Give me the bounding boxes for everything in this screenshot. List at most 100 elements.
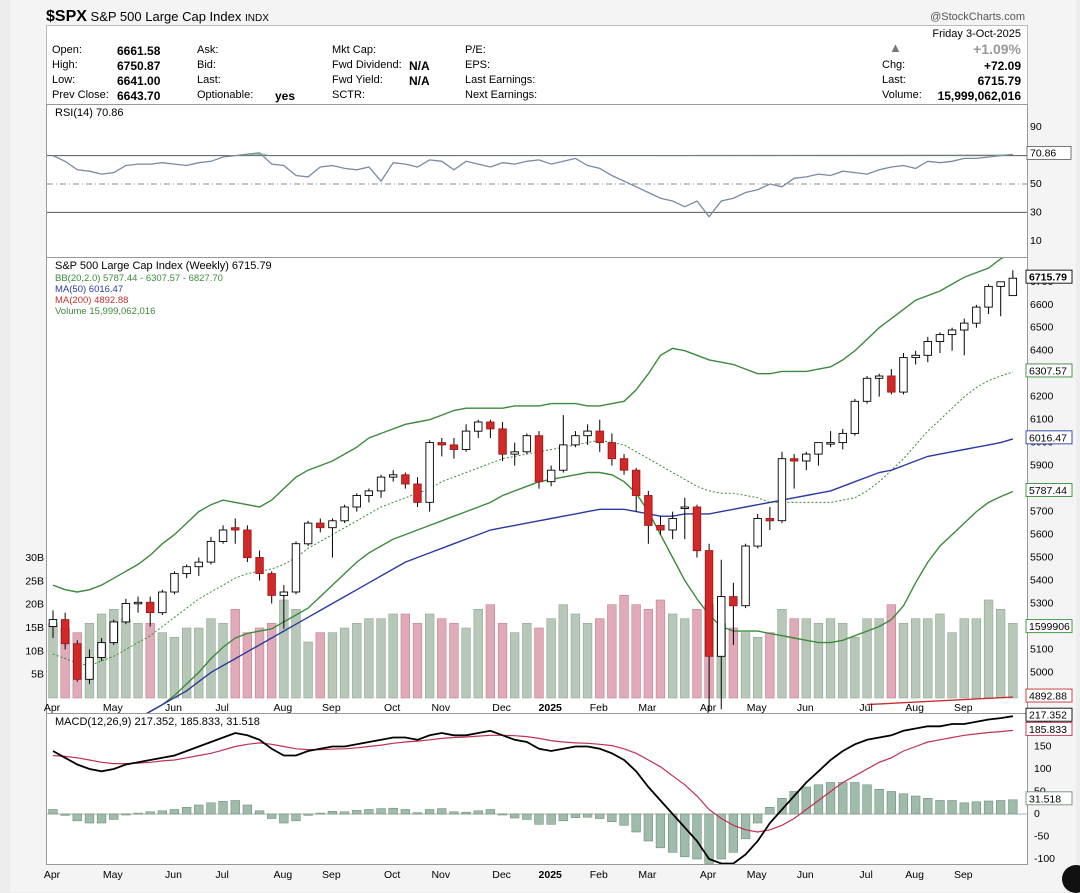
macd-histogram-bar (862, 784, 872, 815)
volume-bar (169, 636, 180, 699)
quote-sctr-label: SCTR: (332, 89, 365, 101)
volume-bar (923, 618, 933, 699)
macd-histogram-bar (582, 813, 593, 818)
macd-histogram-bar (983, 800, 994, 815)
volume-bar (376, 618, 386, 699)
macd-histogram-bar (1008, 799, 1018, 815)
quote-change-pct: +1.09% (973, 41, 1021, 57)
macd-histogram-bar (133, 812, 143, 815)
candle-body (364, 490, 374, 496)
index-name: S&P 500 Large Cap Index (90, 9, 242, 24)
quote-low-value: 6641.00 (117, 74, 160, 88)
candle-body (960, 322, 969, 331)
quote-optionable: yes (275, 89, 296, 103)
candle-body (607, 442, 617, 460)
macd-line (52, 715, 1014, 865)
quote-chg-label: Chg: (882, 59, 906, 71)
rsi-panel: RSI(14) 70.86 (46, 104, 1028, 258)
candle-body (194, 561, 203, 568)
quote-volume-label: Volume: (882, 89, 922, 101)
bb-upper-line (52, 251, 1014, 593)
quote-lastearn-label: Last Earnings: (465, 74, 536, 86)
macd-histogram-bar (923, 798, 933, 815)
volume-bar (388, 613, 398, 699)
macd-histogram-bar (279, 813, 289, 824)
quote-pe-label: P/E: (465, 44, 486, 56)
candle-body (814, 442, 823, 455)
macd-histogram-bar (607, 813, 617, 822)
candle-body (328, 520, 337, 529)
candle-body (340, 506, 349, 522)
volume-bar (267, 622, 277, 699)
quote-prevclose-label: Prev Close: (52, 89, 109, 101)
volume-bar (145, 622, 155, 699)
candle-body (559, 444, 568, 471)
volume-bar (643, 608, 653, 699)
rsi-label: RSI(14) 70.86 (55, 107, 123, 119)
macd-histogram-bar (194, 804, 204, 815)
quote-fwddiv: N/A (409, 59, 430, 73)
candle-body (680, 506, 689, 509)
macd-histogram-bar (497, 813, 508, 816)
candle-body (182, 566, 191, 575)
candle-body (218, 529, 228, 542)
macd-panel: MACD(12,26,9) 217.352, 185.833, 31.518 (46, 713, 1028, 865)
volume-bar (862, 618, 872, 699)
quote-open: 6661.58 (117, 44, 161, 58)
candle-body (486, 421, 495, 430)
macd-histogram-bar (412, 812, 423, 815)
candle-body (231, 527, 240, 531)
macd-histogram-bar (388, 807, 398, 815)
candle-body (279, 591, 289, 596)
volume-bar (886, 604, 896, 699)
candle-body (595, 430, 604, 444)
quote-fwdyield-label: Fwd Yield: (332, 74, 383, 86)
volume-bar (291, 608, 301, 699)
macd-histogram-bar (72, 813, 82, 822)
candle-body (243, 529, 252, 559)
volume-bar (352, 622, 362, 699)
candle-body (388, 474, 398, 478)
volume-bar (752, 636, 763, 699)
candle-body (474, 421, 483, 432)
macd-histogram-bar (631, 813, 641, 833)
candle-body (668, 518, 677, 531)
volume-bar (680, 618, 690, 699)
rsi-overbought-fill (235, 152, 1013, 156)
macd-histogram-bar (558, 813, 568, 822)
volume-bar (935, 613, 945, 699)
candle-body (923, 341, 932, 356)
macd-histogram-bar (509, 813, 520, 819)
quote-volume: 15,999,062,016 (937, 89, 1021, 103)
candle-body (461, 430, 471, 450)
volume-bar (437, 618, 447, 699)
macd-histogram-bar (218, 801, 228, 815)
candle-body (1008, 277, 1018, 297)
macd-histogram-bar (60, 813, 70, 816)
volume-bar (485, 604, 495, 699)
candle-body (498, 428, 507, 455)
macd-histogram-bar (898, 793, 909, 815)
macd-histogram-bar (437, 808, 447, 815)
volume-bar (412, 622, 423, 699)
macd-histogram-bar (206, 802, 216, 815)
candle-body (291, 543, 301, 593)
macd-histogram-bar (400, 809, 410, 815)
ma200-legend: MA(200) 4892.88 (55, 295, 128, 306)
quote-last-label: Last: (197, 74, 221, 86)
candle-body (972, 306, 981, 324)
rsi-chart: RSI(14) 70.86 (47, 107, 1027, 218)
candle-body (73, 643, 82, 680)
candle-body (303, 522, 313, 545)
macd-histogram-bar (752, 813, 763, 824)
quote-high-label: High: (52, 59, 78, 71)
candle-body (741, 545, 750, 607)
volume-legend: Volume 15,999,062,016 (55, 306, 155, 317)
quote-high: 6750.87 (117, 59, 161, 73)
quote-last-price: 6715.79 (977, 74, 1021, 88)
quote-mktcap-label: Mkt Cap: (332, 44, 377, 56)
candle-body (170, 573, 179, 593)
candle-body (656, 524, 665, 531)
candle-body (158, 591, 167, 614)
macd-histogram-bar (680, 813, 690, 858)
